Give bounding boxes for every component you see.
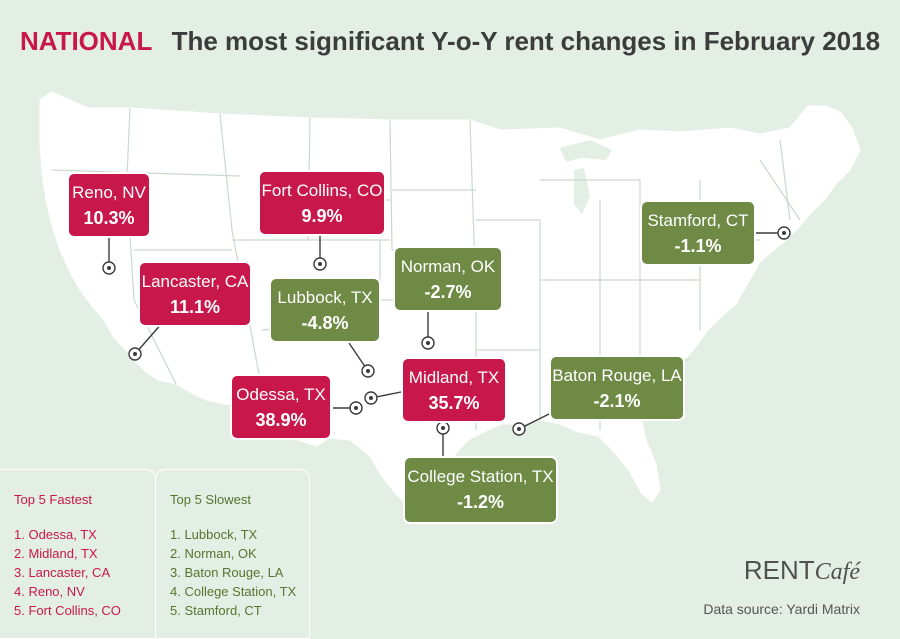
list-item: 1. Odessa, TX	[14, 527, 97, 542]
callout-city: Stamford, CT	[647, 211, 749, 230]
map-title: NATIONAL The most significant Y-o-Y rent…	[0, 26, 900, 57]
callout-norman: Norman, OK -2.7%	[393, 246, 503, 312]
list-item: 3. Baton Rouge, LA	[170, 565, 284, 580]
legend-slowest: Top 5 Slowest 1. Lubbock, TX 2. Norman, …	[155, 469, 310, 639]
callout-value: 38.9%	[255, 410, 307, 431]
callout-value: 11.1%	[169, 297, 221, 318]
callout-city: Lubbock, TX	[277, 288, 373, 307]
callout-lancaster: Lancaster, CA 11.1%	[138, 261, 252, 327]
marker-norman	[421, 336, 435, 350]
great-lakes	[560, 140, 612, 162]
list-item: 5. Stamford, CT	[170, 603, 262, 618]
callout-fort-collins: Fort Collins, CO 9.9%	[258, 170, 386, 236]
callout-city: College Station, TX	[407, 467, 554, 486]
callout-midland: Midland, TX 35.7%	[401, 357, 507, 423]
callout-city: Baton Rouge, LA	[552, 366, 682, 385]
callout-baton-rouge: Baton Rouge, LA -2.1%	[549, 355, 685, 421]
marker-reno	[102, 261, 116, 275]
list-item: 5. Fort Collins, CO	[14, 603, 121, 618]
callout-lubbock: Lubbock, TX -4.8%	[269, 277, 381, 343]
callout-city: Midland, TX	[408, 368, 500, 387]
logo-cafe: Café	[814, 559, 860, 585]
rentcafe-logo: RENTCafé	[744, 555, 860, 586]
callout-value: -2.1%	[593, 391, 641, 412]
list-item: 3. Lancaster, CA	[14, 565, 111, 580]
marker-odessa	[349, 401, 363, 415]
callout-stamford: Stamford, CT -1.1%	[640, 200, 756, 266]
marker-lancaster	[128, 347, 142, 361]
marker-fort-collins	[313, 257, 327, 271]
callout-value: -1.2%	[456, 492, 505, 513]
callout-city: Lancaster, CA	[141, 272, 249, 291]
callout-city: Fort Collins, CO	[261, 181, 383, 200]
list-item: 4. College Station, TX	[170, 584, 297, 599]
callout-value: -4.8%	[301, 313, 349, 334]
list-item: 2. Midland, TX	[14, 546, 98, 561]
logo-rent: RENT	[743, 555, 815, 585]
list-item: 4. Reno, NV	[14, 584, 85, 599]
data-source: Data source: Yardi Matrix	[703, 601, 860, 617]
title-text: The most significant Y-o-Y rent changes …	[171, 26, 881, 56]
map-markers	[102, 226, 791, 436]
callout-reno: Reno, NV 10.3%	[67, 172, 151, 238]
callout-value: -2.7%	[424, 282, 472, 303]
legend-slowest-list: 1. Lubbock, TX 2. Norman, OK 3. Baton Ro…	[170, 525, 296, 620]
marker-midland	[364, 391, 378, 405]
list-item: 1. Lubbock, TX	[170, 527, 258, 542]
callout-city: Odessa, TX	[236, 385, 326, 404]
callout-value: 9.9%	[301, 206, 343, 227]
legend-fastest-title: Top 5 Fastest	[14, 492, 93, 507]
marker-college-station	[436, 421, 450, 435]
callout-city: Reno, NV	[72, 183, 146, 202]
marker-baton-rouge	[512, 422, 526, 436]
callout-city: Norman, OK	[400, 257, 496, 276]
list-item: 2. Norman, OK	[170, 546, 257, 561]
callout-college-station: College Station, TX -1.2%	[403, 456, 558, 524]
legend-slowest-title: Top 5 Slowest	[170, 492, 251, 507]
title-tag: NATIONAL	[19, 26, 153, 56]
callout-value: -1.1%	[674, 236, 722, 257]
marker-lubbock	[361, 364, 375, 378]
marker-stamford	[777, 226, 791, 240]
legend-fastest-list: 1. Odessa, TX 2. Midland, TX 3. Lancaste…	[14, 525, 121, 620]
callout-value: 35.7%	[428, 393, 480, 414]
callout-value: 10.3%	[83, 208, 135, 229]
legend-fastest: Top 5 Fastest 1. Odessa, TX 2. Midland, …	[0, 469, 156, 639]
callout-odessa: Odessa, TX 38.9%	[230, 374, 332, 440]
